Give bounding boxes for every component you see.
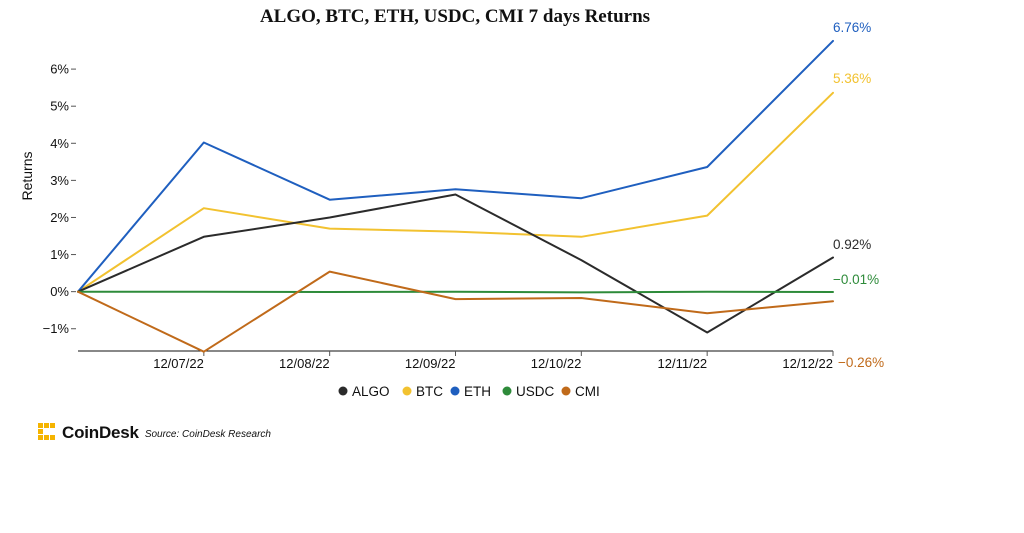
footer-brand: CoinDesk Source: CoinDesk Research	[38, 423, 271, 443]
y-tick-label: 3%	[50, 173, 69, 188]
y-tick-label: −1%	[43, 321, 70, 336]
x-tick-label: 12/09/22	[405, 356, 456, 371]
legend-label-cmi: CMI	[575, 384, 600, 399]
legend: ALGO BTC ETH USDC CMI	[338, 384, 600, 399]
x-tick-label: 12/11/22	[658, 356, 708, 371]
brand-name: CoinDesk	[62, 423, 139, 442]
y-tick-label: 5%	[50, 99, 69, 114]
end-label-btc: 5.36%	[833, 71, 871, 86]
legend-marker-btc	[402, 386, 412, 396]
end-label-algo: 0.92%	[833, 237, 871, 252]
legend-marker-cmi	[561, 386, 571, 396]
end-label-eth: 6.76%	[833, 20, 871, 35]
x-tick-label: 12/07/22	[153, 356, 204, 371]
x-tick-label: 12/10/22	[531, 356, 582, 371]
series-line-eth	[77, 39, 834, 293]
series-line-algo	[77, 193, 834, 334]
x-tick-label: 12/12/22	[782, 356, 833, 371]
series-line-usdc	[77, 290, 834, 294]
legend-marker-algo	[338, 386, 348, 396]
series-line-cmi	[77, 270, 834, 353]
y-axis-label: Returns	[19, 151, 35, 200]
plot-lines	[77, 39, 834, 353]
y-tick-label: 2%	[50, 210, 69, 225]
legend-label-algo: ALGO	[352, 384, 390, 399]
y-tick-label: 0%	[50, 284, 69, 299]
end-label-usdc: −0.01%	[833, 272, 879, 287]
chart-title: ALGO, BTC, ETH, USDC, CMI 7 days Returns	[260, 6, 650, 27]
x-tick-label: 12/08/22	[279, 356, 330, 371]
series-line-btc	[77, 91, 834, 293]
legend-marker-eth	[450, 386, 460, 396]
legend-label-usdc: USDC	[516, 384, 555, 399]
y-tick-label: 4%	[50, 136, 69, 151]
end-label-cmi: −0.26%	[838, 355, 884, 370]
coindesk-logo-icon	[38, 423, 55, 440]
axes: −1% 0% 1% 2% 3% 4% 5% 6% 12/07/22 12/08/22 12/09/2…	[43, 62, 834, 371]
legend-marker-usdc	[502, 386, 512, 396]
y-tick-label: 6%	[50, 62, 69, 77]
source-note: Source: CoinDesk Research	[144, 428, 271, 440]
end-labels: 0.92% 5.36% 6.76% −0.01% −0.26%	[833, 20, 884, 370]
legend-label-eth: ETH	[464, 384, 491, 399]
legend-label-btc: BTC	[416, 384, 443, 399]
y-tick-label: 1%	[50, 247, 69, 262]
